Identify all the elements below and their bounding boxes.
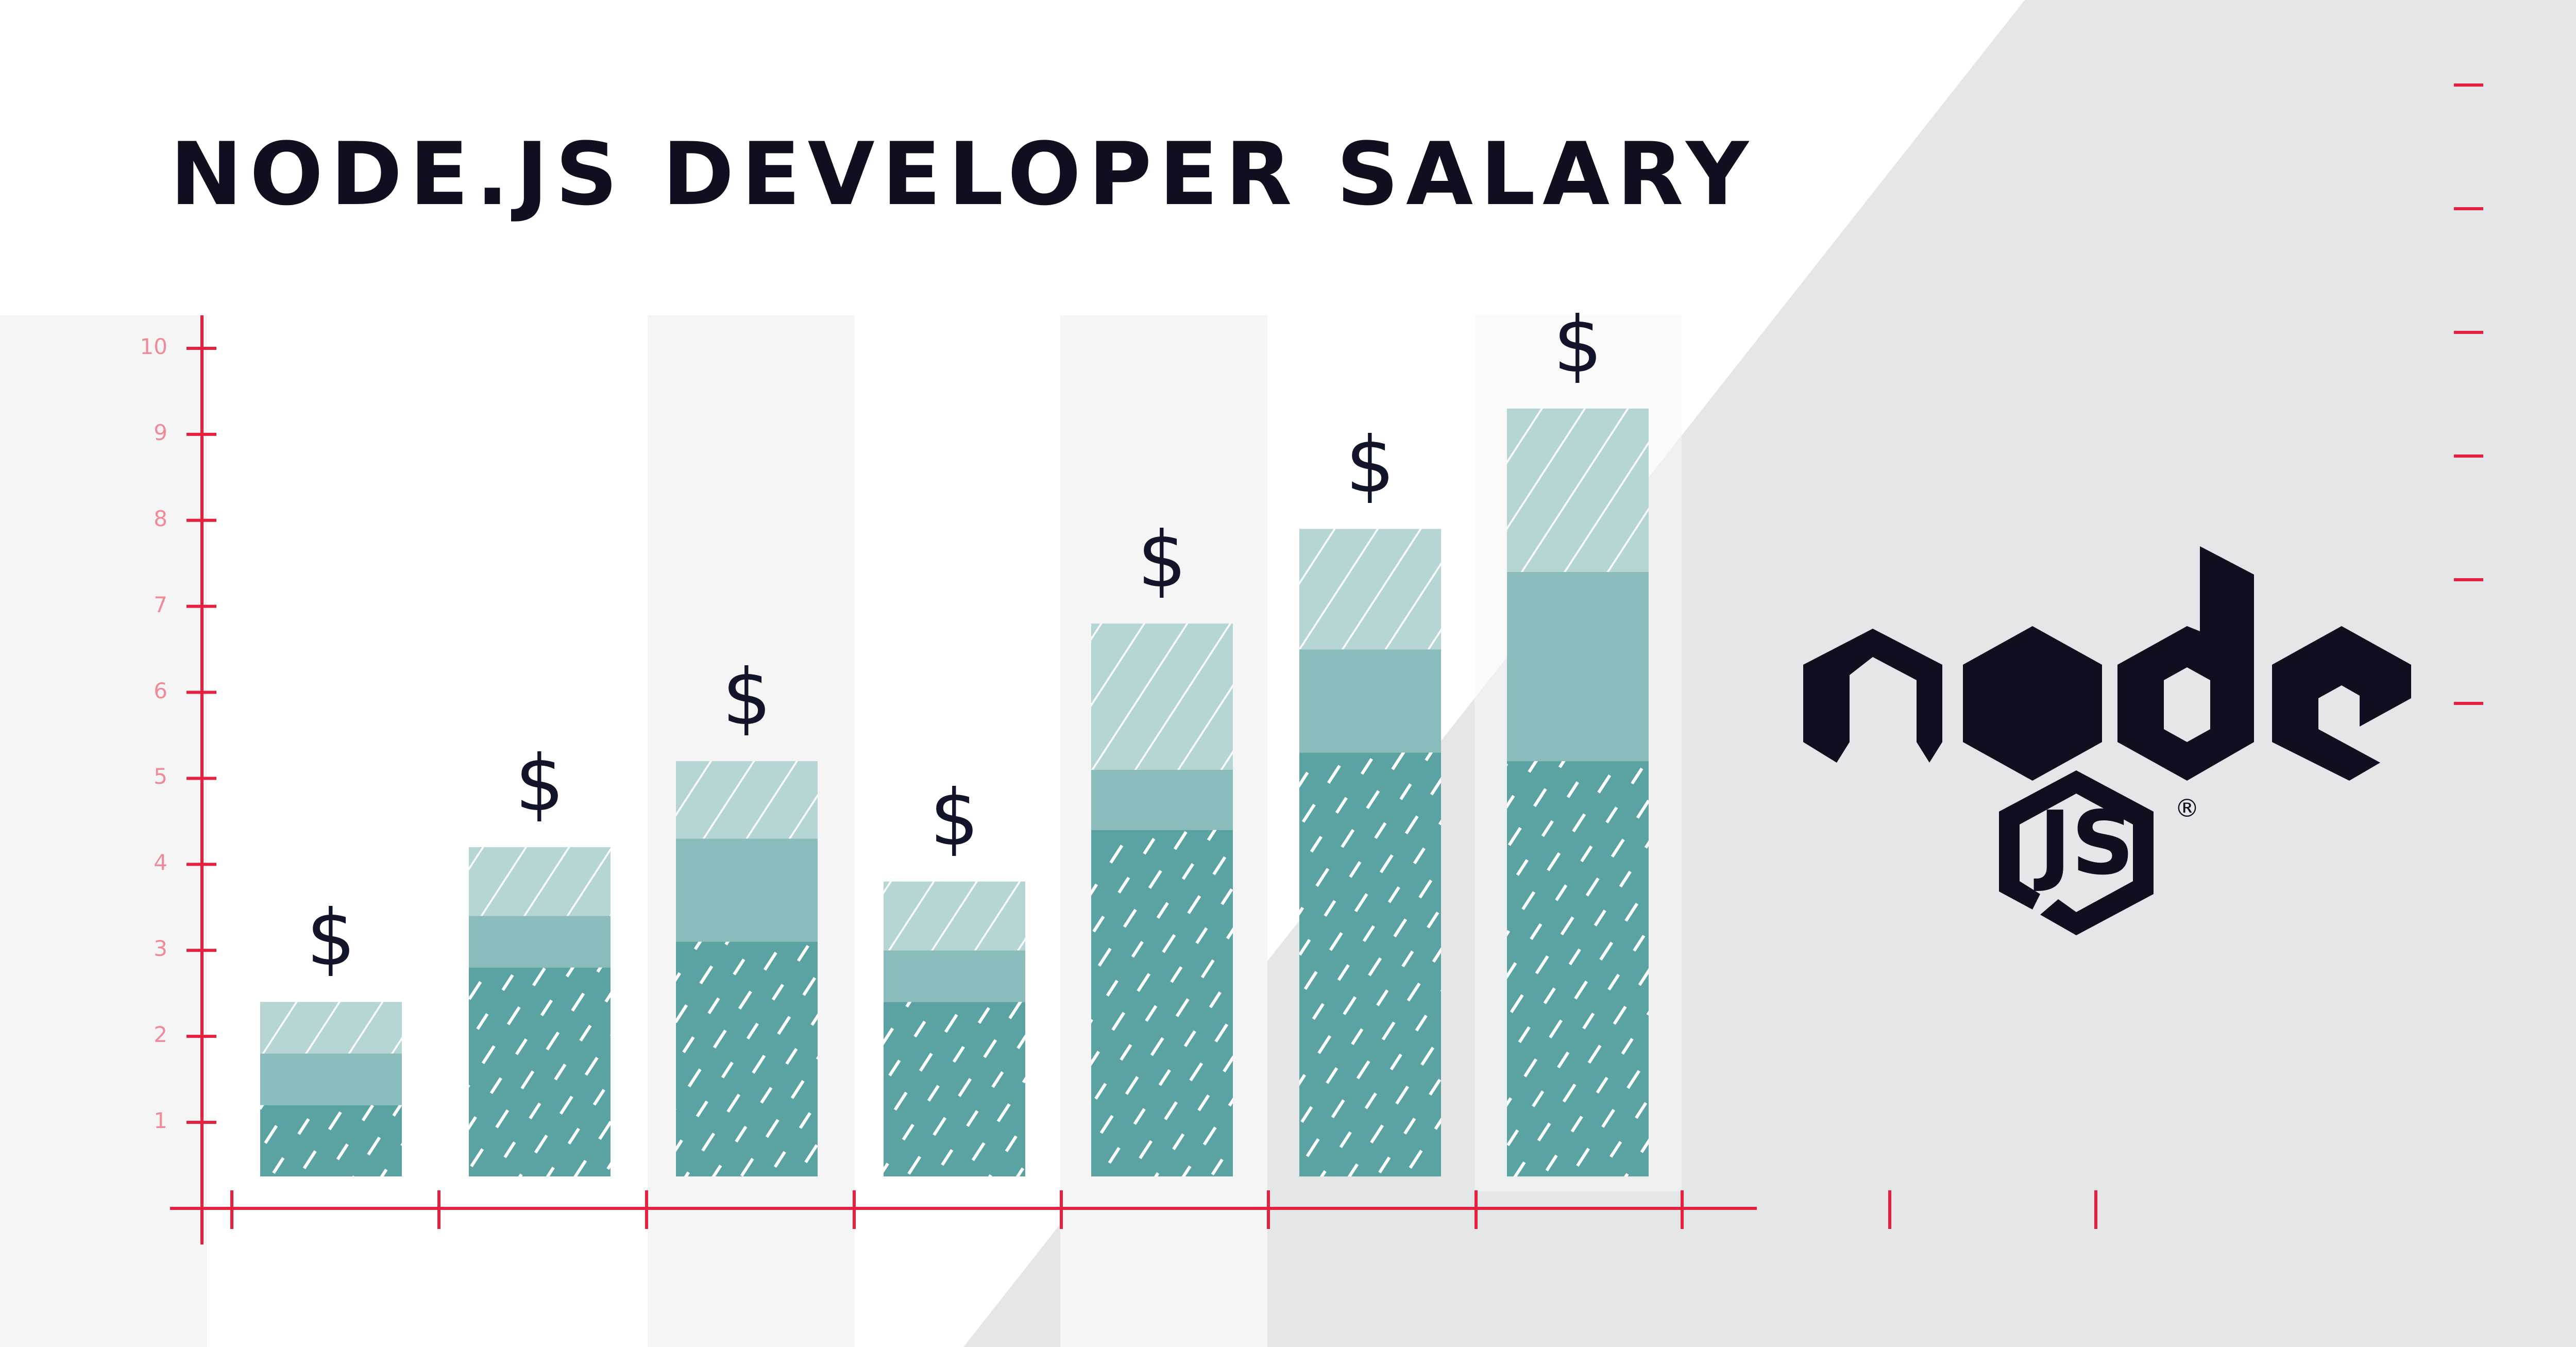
dollar-label: $: [515, 738, 565, 829]
y-tick-label: 8: [154, 506, 167, 531]
column-band-1: [0, 315, 207, 1347]
bar-segment: [469, 916, 611, 968]
bar-segment: [1507, 761, 1649, 1176]
bar-segment: [260, 1105, 402, 1176]
dollar-label: $: [1137, 515, 1187, 605]
chart-title: NODE.JS DEVELOPER SALARY: [170, 124, 1756, 225]
bar-segment: [469, 847, 611, 916]
right-decor-ticks: [1888, 83, 2483, 1229]
registered-mark: ®: [2175, 794, 2199, 823]
y-tick-label: 10: [140, 334, 167, 359]
bar-segment: [884, 950, 1025, 1002]
bar-segment: [676, 941, 818, 1176]
dollar-label: $: [306, 894, 356, 984]
y-tick-label: 2: [154, 1022, 167, 1048]
bar-segment: [676, 838, 818, 942]
node-o-glyph: [1963, 626, 2102, 781]
dollar-label: $: [1345, 420, 1395, 511]
bar-segment: [260, 1002, 402, 1054]
y-tick-label: 4: [154, 850, 167, 875]
bar-segment: [1507, 571, 1649, 762]
js-text: JS: [2033, 793, 2134, 895]
dollar-label: $: [1553, 300, 1603, 390]
bar-segment: [676, 761, 818, 839]
node-e-glyph: [2272, 626, 2411, 781]
dollar-label: $: [722, 653, 772, 743]
axes: [170, 315, 1757, 1244]
bar-segment: [884, 881, 1025, 951]
node-d-glyph: [2117, 546, 2254, 781]
node-n-glyph: [1803, 629, 1942, 763]
y-tick-label: 9: [154, 419, 167, 445]
bar-segment: [1299, 752, 1441, 1176]
y-tick-label: 7: [154, 592, 167, 617]
bar-segment: [1507, 408, 1649, 572]
bar-segment: [884, 1002, 1025, 1176]
js-hexagon-outline: [1999, 770, 2154, 935]
bar-segment: [1299, 649, 1441, 753]
bar-segment: [1091, 624, 1233, 770]
y-tick-label: 3: [154, 936, 167, 962]
bar-segment: [469, 967, 611, 1176]
y-tick-label: 1: [154, 1108, 167, 1133]
bar-segment: [1299, 529, 1441, 650]
y-tick-label: 6: [154, 678, 167, 703]
dollar-label: $: [929, 773, 979, 863]
bar-segment: [1091, 830, 1233, 1176]
y-tick-label: 5: [154, 764, 167, 789]
bar-segment: [260, 1053, 402, 1105]
bar-segment: [1091, 769, 1233, 830]
